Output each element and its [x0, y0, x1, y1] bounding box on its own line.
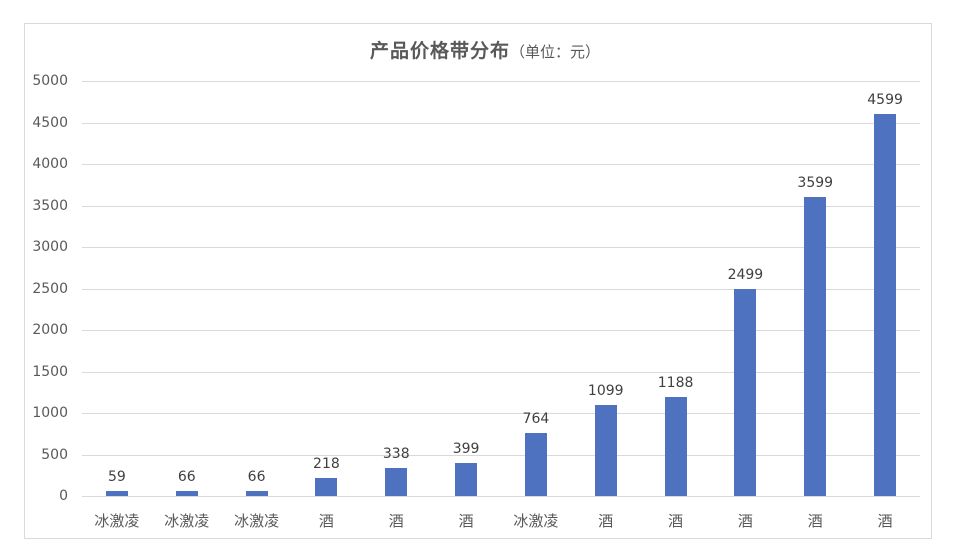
bar [315, 477, 338, 496]
x-category-label: 冰激凌 [94, 512, 140, 530]
chart-title-text: 产品价格带分布 [369, 40, 510, 62]
x-category-label: 酒 [877, 512, 893, 530]
x-category-label: 酒 [807, 512, 823, 530]
data-label: 3599 [797, 175, 834, 192]
x-category-label: 酒 [737, 512, 753, 530]
bar [245, 490, 268, 496]
gridline [82, 81, 920, 82]
gridline [82, 247, 920, 248]
bar [874, 114, 897, 496]
y-tick-label: 0 [59, 488, 68, 504]
y-tick-label: 1500 [32, 363, 68, 380]
x-category-label: 冰激凌 [164, 512, 210, 530]
data-label: 218 [313, 455, 340, 472]
data-label: 1099 [587, 382, 624, 399]
bar [594, 404, 617, 496]
bar [734, 288, 757, 496]
bar [455, 462, 478, 496]
gridline [82, 164, 920, 165]
x-category-label: 冰激凌 [234, 512, 280, 530]
y-tick-label: 4500 [32, 114, 68, 131]
chart-title: 产品价格带分布（单位：元） [0, 36, 970, 63]
plot-area: 59 66 66 218 338 399 764 1099 1188 2499 3599 4599 [82, 81, 920, 497]
y-tick-label: 2500 [32, 280, 68, 297]
x-category-label: 酒 [598, 512, 614, 530]
data-label: 66 [247, 468, 266, 485]
x-category-label: 冰激凌 [513, 512, 559, 530]
y-tick-label: 4000 [32, 156, 68, 172]
gridline [82, 413, 920, 414]
x-category-label: 酒 [318, 512, 334, 530]
gridline [82, 330, 920, 331]
bar [175, 490, 198, 496]
x-category-label: 酒 [668, 512, 684, 530]
data-label: 338 [382, 445, 410, 462]
bar [664, 397, 687, 496]
data-label: 2499 [727, 266, 764, 283]
y-tick-label: 5000 [32, 73, 68, 89]
data-label: 4599 [867, 92, 903, 109]
chart-frame [24, 23, 932, 539]
x-category-label: 酒 [458, 512, 474, 530]
bar [385, 467, 408, 496]
data-label: 59 [107, 469, 126, 486]
gridline [82, 122, 920, 124]
data-label: 399 [452, 440, 480, 457]
y-tick-label: 500 [41, 446, 68, 463]
gridline [82, 454, 920, 456]
y-tick-label: 3500 [32, 197, 68, 214]
data-label: 1188 [657, 375, 694, 392]
data-label: 66 [177, 468, 196, 485]
bar [105, 491, 128, 496]
gridline [82, 371, 920, 373]
x-category-label: 酒 [388, 512, 404, 530]
bar [804, 197, 827, 496]
gridline [82, 496, 920, 497]
data-label: 764 [522, 410, 550, 427]
bar [524, 432, 547, 496]
chart-unit-text: （单位：元） [510, 43, 601, 61]
y-tick-label: 3000 [32, 239, 68, 255]
y-tick-label: 1000 [32, 405, 68, 421]
gridline [82, 205, 920, 207]
y-tick-label: 2000 [32, 322, 68, 338]
gridline [82, 288, 920, 290]
